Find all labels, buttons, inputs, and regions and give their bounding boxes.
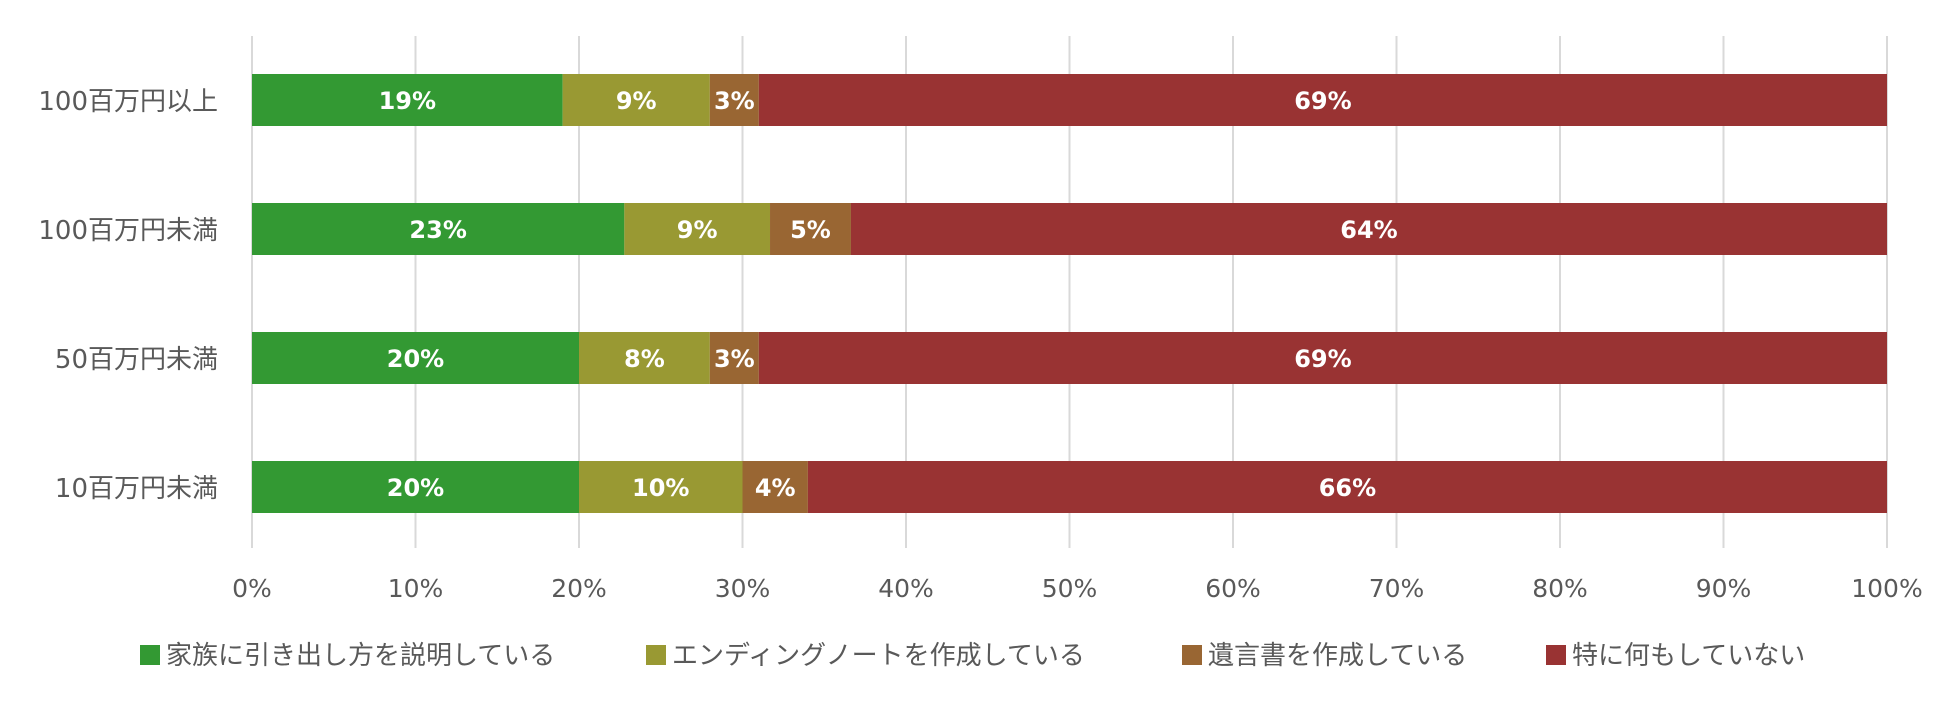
category-label: 10百万円未満 [55,474,218,504]
bar-segment [252,332,579,384]
bar-segment [252,203,625,255]
x-tick-label: 40% [878,574,934,603]
data-label: 4% [755,474,796,502]
data-label: 66% [1319,474,1376,502]
x-tick-label: 50% [1042,574,1098,603]
x-tick-label: 0% [232,574,272,603]
bar-segment [758,74,1887,126]
data-label: 64% [1340,216,1397,244]
legend-label: 家族に引き出し方を説明している [166,641,555,671]
category-label: 100百万円以上 [38,87,218,117]
bar-segment [709,332,759,384]
legend-label: エンディングノートを作成している [672,641,1085,671]
bars: 19% 9% 3% 69% 23% 9% 5% 64% 20% 8% 3% 69% 20% 10% 4% 66… [252,74,1887,513]
data-label: 3% [714,87,755,115]
data-label: 3% [714,345,755,373]
bar-segment [252,74,563,126]
data-label: 9% [616,87,657,115]
legend-swatch [140,645,160,665]
data-label: 5% [790,216,831,244]
legend-swatch [1546,645,1566,665]
data-label: 10% [632,474,689,502]
x-tick-label: 100% [1851,574,1922,603]
bar-segment [758,332,1887,384]
bar-segment [252,461,579,513]
x-tick-label: 60% [1205,574,1261,603]
bar-segment [624,203,771,255]
data-label: 9% [677,216,718,244]
data-label: 20% [387,474,444,502]
x-tick-label: 20% [551,574,607,603]
data-label: 23% [409,216,466,244]
bar-segment [770,203,851,255]
bar-segment [579,461,743,513]
category-labels: 100百万円以上 100百万円未満 50百万円未満 10百万円未満 [38,87,218,504]
bar-segment [850,203,1887,255]
legend-label: 特に何もしていない [1572,641,1805,671]
legend: 家族に引き出し方を説明している エンディングノートを作成している 遺言書を作成してい… [140,641,1805,671]
x-axis-tick-labels: 0% 10% 20% 30% 40% 50% 60% 70% 80% 90% 100% [232,574,1923,603]
data-label: 8% [624,345,665,373]
data-label: 69% [1294,345,1351,373]
legend-label: 遺言書を作成している [1208,641,1467,671]
bar-segment [562,74,710,126]
data-label: 69% [1294,87,1351,115]
bar-segment [579,332,710,384]
x-tick-label: 80% [1532,574,1588,603]
bar-segment [742,461,808,513]
bar-segment [709,74,759,126]
data-label: 19% [379,87,436,115]
bar-segment [807,461,1887,513]
x-tick-label: 90% [1696,574,1752,603]
legend-swatch [1182,645,1202,665]
category-label: 100百万円未満 [38,216,218,246]
x-tick-label: 10% [388,574,444,603]
x-tick-label: 30% [715,574,771,603]
data-label: 20% [387,345,444,373]
x-tick-label: 70% [1369,574,1425,603]
category-label: 50百万円未満 [55,345,218,375]
legend-swatch [646,645,666,665]
